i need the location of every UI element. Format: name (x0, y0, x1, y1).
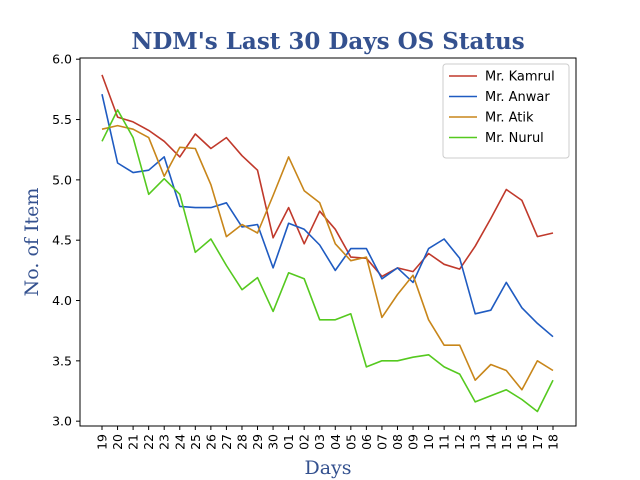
x-tick-label: 26 (203, 434, 218, 450)
plot-frame (79, 57, 577, 427)
x-tick-label: 14 (483, 434, 498, 450)
x-tick-label: 19 (95, 434, 110, 450)
x-tick-label: 27 (219, 434, 234, 450)
x-tick-label: 23 (157, 434, 172, 450)
x-tick-label: 02 (297, 434, 312, 450)
chart-title: NDM's Last 30 Days OS Status (131, 28, 524, 55)
x-tick-label: 08 (390, 434, 405, 450)
x-tick-label: 13 (468, 434, 483, 450)
series-line-mr-nurul (101, 109, 554, 413)
x-tick-label: 15 (499, 434, 514, 450)
x-tick-label: 17 (530, 434, 545, 450)
x-axis-label: Days (304, 457, 351, 479)
x-tick-label: 16 (514, 434, 529, 450)
x-tick-label: 09 (406, 434, 421, 450)
x-tick-label: 11 (437, 434, 452, 450)
x-tick-label: 10 (421, 434, 436, 450)
legend-label: Mr. Nurul (485, 131, 544, 146)
x-tick-label: 28 (234, 434, 249, 450)
x-tick-label: 03 (312, 434, 327, 450)
y-axis-label: No. of Item (21, 188, 43, 297)
y-tick-label: 3.5 (52, 353, 72, 368)
x-tick-label: 30 (266, 434, 281, 450)
series-line-mr-atik (101, 124, 554, 391)
x-tick-label: 20 (110, 434, 125, 450)
y-tick-label: 6.0 (52, 52, 72, 67)
y-tick-label: 4.0 (52, 293, 72, 308)
x-tick-label: 21 (126, 434, 141, 450)
plot-area (101, 74, 554, 413)
y-tick-label: 5.0 (52, 172, 72, 187)
x-tick-label: 29 (250, 434, 265, 450)
x-tick-label: 01 (281, 434, 296, 450)
x-tick-label: 06 (359, 434, 374, 450)
y-axis: 3.0 3.5 4.0 4.5 5.0 5.5 6.0 (52, 52, 80, 429)
legend-label: Mr. Kamrul (485, 70, 555, 85)
x-tick-label: 05 (343, 434, 358, 450)
x-tick-label: 18 (546, 434, 561, 450)
series-line-mr-kamrul (101, 74, 554, 278)
x-tick-label: 12 (452, 434, 467, 450)
x-tick-label: 22 (141, 434, 156, 450)
x-axis: 19 20 21 22 23 24 25 26 27 28 29 30 01 02 03 04 05 06 07 08… (95, 426, 561, 450)
legend: Mr. Kamrul Mr. Anwar Mr. Atik Mr. Nurul (442, 63, 570, 159)
x-tick-label: 24 (172, 434, 187, 450)
series-line-mr-anwar (101, 94, 554, 338)
x-tick-label: 07 (374, 434, 389, 450)
legend-label: Mr. Atik (485, 111, 534, 126)
y-tick-label: 4.5 (52, 233, 72, 248)
y-tick-label: 5.5 (52, 112, 72, 127)
x-tick-label: 25 (188, 434, 203, 450)
legend-box (442, 63, 570, 159)
y-tick-label: 3.0 (52, 414, 72, 429)
x-tick-label: 04 (328, 434, 343, 450)
legend-label: Mr. Anwar (485, 90, 550, 105)
